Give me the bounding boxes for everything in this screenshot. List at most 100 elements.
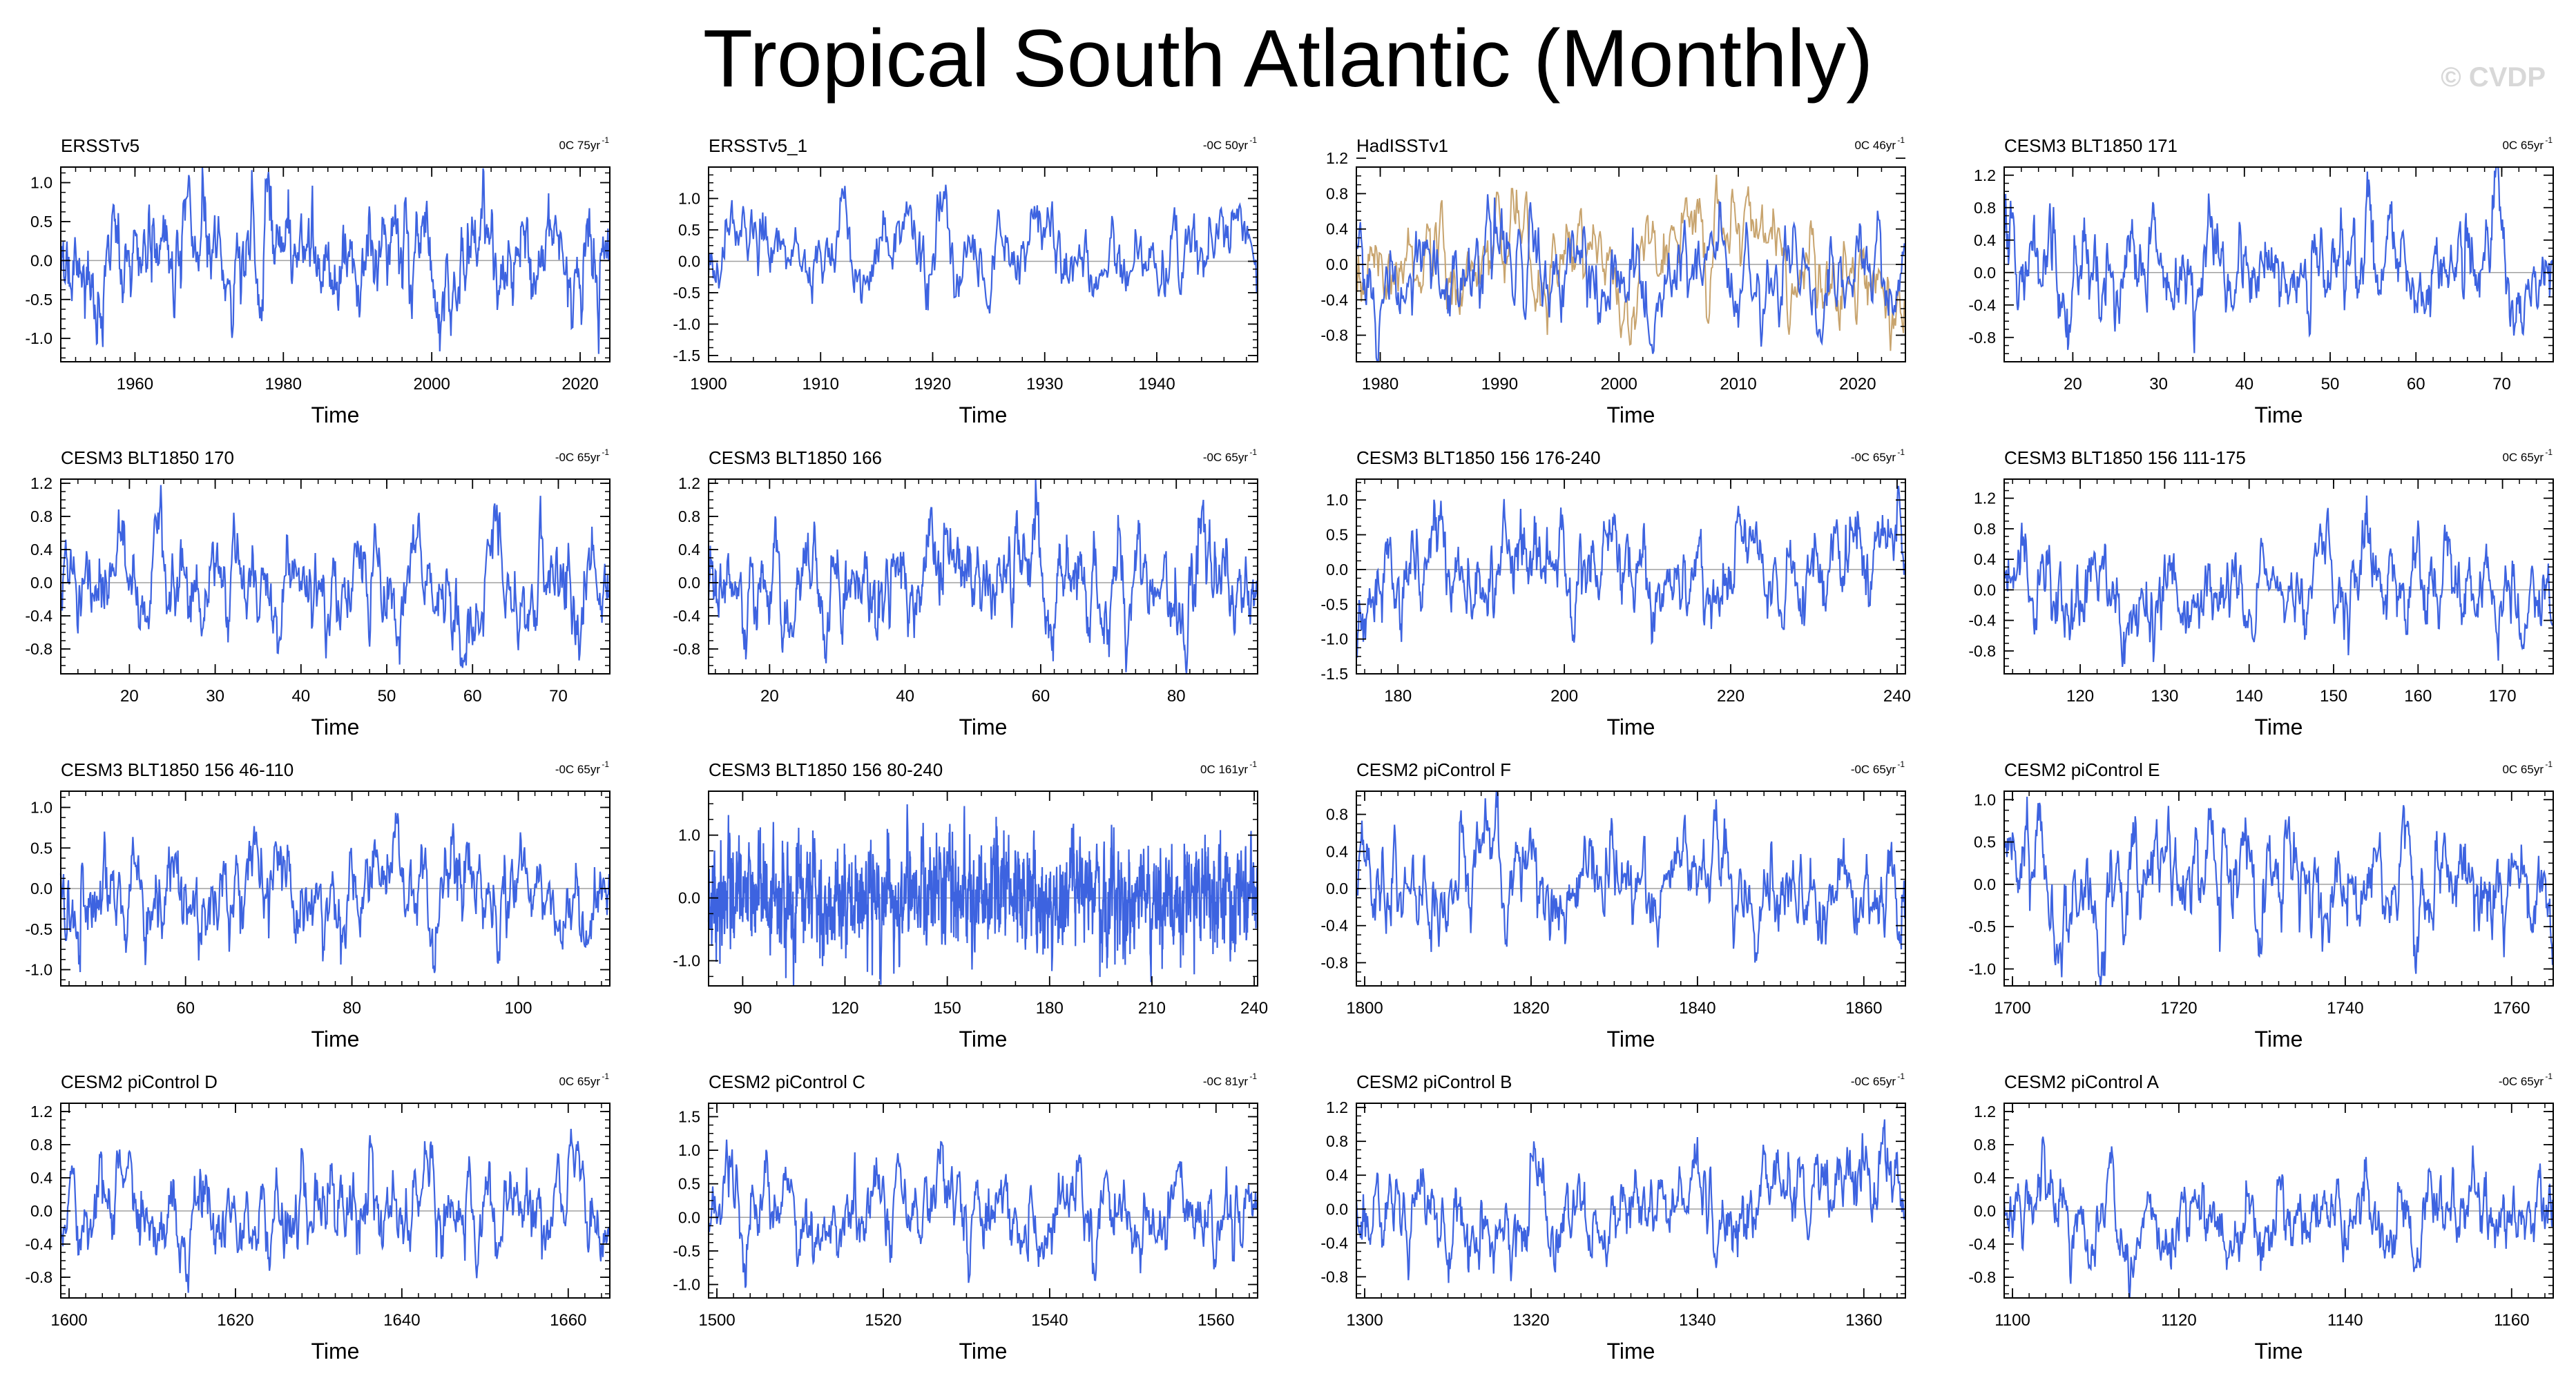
y-tick-label: 0.0: [1326, 1200, 1348, 1218]
x-axis-label: Time: [959, 402, 1008, 427]
panel-3: HadISSTv1 0C 46yr -1 1980 1990 2000 2010 2020 -0…: [1320, 135, 1906, 427]
y-tick-label: 0.0: [1974, 1202, 1996, 1220]
panel-title: ERSSTv5: [61, 135, 140, 156]
trend-label-sup: -1: [1897, 447, 1905, 457]
y-tick-label: 0.5: [678, 221, 700, 239]
x-axis-label: Time: [2255, 1027, 2303, 1051]
x-tick-label: 1360: [1845, 1311, 1882, 1330]
x-tick-label: 50: [2321, 375, 2340, 394]
x-tick-label: 2000: [413, 375, 450, 394]
y-tick-label: -0.8: [1968, 329, 1996, 347]
trend-label-sup: -1: [602, 135, 609, 145]
series-line: [1355, 1119, 1905, 1283]
y-tick-label: 1.2: [30, 1103, 52, 1121]
y-tick-label: 0.4: [30, 541, 52, 559]
x-axis-label: Time: [2255, 715, 2303, 739]
x-tick-label: 1340: [1679, 1311, 1715, 1330]
y-tick-label: -0.8: [1968, 1268, 1996, 1286]
x-tick-label: 1820: [1512, 999, 1549, 1018]
y-tick-label: -1.0: [25, 961, 52, 979]
plot-frame: [708, 166, 1258, 362]
x-tick-label: 1760: [2493, 999, 2530, 1018]
x-tick-label: 1520: [865, 1311, 901, 1330]
x-axis-label: Time: [959, 715, 1008, 739]
x-tick-label: 2000: [1601, 375, 1637, 394]
plot-frame: [2003, 1103, 2554, 1299]
x-tick-label: 60: [1032, 687, 1050, 706]
y-tick-label: -1.0: [673, 315, 700, 333]
y-tick-label: 1.2: [678, 474, 700, 492]
x-axis-label: Time: [311, 402, 360, 427]
y-tick-label: 0.5: [1974, 833, 1996, 851]
y-tick-label: -0.4: [1968, 1235, 1996, 1253]
trend-label-sup: -1: [602, 447, 609, 457]
panel-title: CESM3 BLT1850 156 111-175: [2004, 447, 2246, 468]
y-tick-label: -0.8: [1320, 327, 1348, 345]
panel-title: CESM3 BLT1850 156 80-240: [709, 759, 943, 780]
y-tick-label: -0.8: [25, 640, 52, 658]
x-tick-label: 2020: [561, 375, 598, 394]
y-tick-label: -0.4: [1320, 917, 1348, 935]
panel-16: CESM2 piControl A -0C 65yr -1 1100 1120 1140 1…: [1968, 1071, 2554, 1364]
x-axis-label: Time: [959, 1027, 1008, 1051]
panel-8: CESM3 BLT1850 156 111-175 0C 65yr -1 120 130…: [1968, 447, 2554, 739]
y-tick-label: 0.8: [1326, 1132, 1348, 1150]
x-tick-label: 1860: [1845, 999, 1882, 1018]
x-tick-label: 60: [463, 687, 482, 706]
x-tick-label: 1540: [1031, 1311, 1068, 1330]
y-tick-label: -0.4: [673, 607, 700, 625]
x-tick-label: 180: [1384, 687, 1412, 706]
x-tick-label: 1800: [1346, 999, 1383, 1018]
panel-6: CESM3 BLT1850 166 -0C 65yr -1 20 40 60 80 -0.8 -…: [673, 447, 1258, 739]
x-tick-label: 1640: [383, 1311, 420, 1330]
x-tick-label: 200: [1550, 687, 1578, 706]
y-tick-label: 0.4: [1974, 550, 1996, 568]
y-tick-label: -0.4: [1320, 1234, 1348, 1252]
y-tick-label: 0.8: [1974, 520, 1996, 538]
y-tick-label: 0.8: [1974, 1136, 1996, 1154]
x-axis-label: Time: [311, 715, 360, 739]
y-tick-label: -0.8: [1968, 642, 1996, 660]
trend-label: 0C 46yr: [1854, 139, 1896, 152]
trend-label: 0C 65yr: [2502, 139, 2544, 152]
x-axis-label: Time: [1607, 1339, 1655, 1364]
y-tick-label: -0.5: [25, 291, 52, 309]
panel-title: CESM2 piControl D: [61, 1071, 218, 1092]
y-tick-label: -1.0: [673, 952, 700, 970]
y-tick-label: 1.2: [30, 474, 52, 492]
panel-10: CESM3 BLT1850 156 80-240 0C 161yr -1 90 120 1…: [673, 759, 1268, 1051]
trend-label: -0C 65yr: [1203, 451, 1249, 464]
x-tick-label: 20: [120, 687, 139, 706]
x-tick-label: 100: [504, 999, 532, 1018]
x-tick-label: 40: [2235, 375, 2253, 394]
y-tick-label: 1.0: [30, 799, 52, 817]
y-tick-label: 0.0: [1974, 264, 1996, 282]
x-tick-label: 240: [1240, 999, 1268, 1018]
y-tick-label: 0.5: [678, 1175, 700, 1193]
y-tick-label: 1.2: [1974, 489, 1996, 507]
y-tick-label: -0.8: [25, 1268, 52, 1286]
x-axis-label: Time: [959, 1339, 1008, 1364]
y-tick-label: 0.8: [30, 1136, 52, 1154]
y-tick-label: -1.5: [1320, 665, 1348, 683]
panel-title: CESM3 BLT1850 171: [2004, 135, 2178, 156]
x-tick-label: 1740: [2327, 999, 2363, 1018]
x-axis-label: Time: [1607, 1027, 1655, 1051]
y-tick-label: 0.0: [30, 880, 52, 898]
panel-title: CESM2 piControl C: [709, 1071, 865, 1092]
series-line: [707, 1139, 1258, 1288]
series-line: [707, 479, 1258, 675]
trend-label: -0C 50yr: [1203, 139, 1249, 152]
panel-title: ERSSTv5_1: [709, 135, 807, 156]
trend-label-sup: -1: [1897, 135, 1905, 145]
y-tick-label: -0.8: [673, 640, 700, 658]
x-tick-label: 160: [2404, 687, 2432, 706]
x-tick-label: 130: [2151, 687, 2178, 706]
x-tick-label: 1500: [698, 1311, 735, 1330]
y-tick-label: -1.0: [25, 329, 52, 347]
panel-title: CESM2 piControl F: [1356, 759, 1511, 780]
y-tick-label: 0.4: [678, 541, 700, 559]
x-axis-label: Time: [1607, 402, 1655, 427]
series-line: [59, 1129, 611, 1293]
y-tick-label: 0.0: [1974, 581, 1996, 599]
